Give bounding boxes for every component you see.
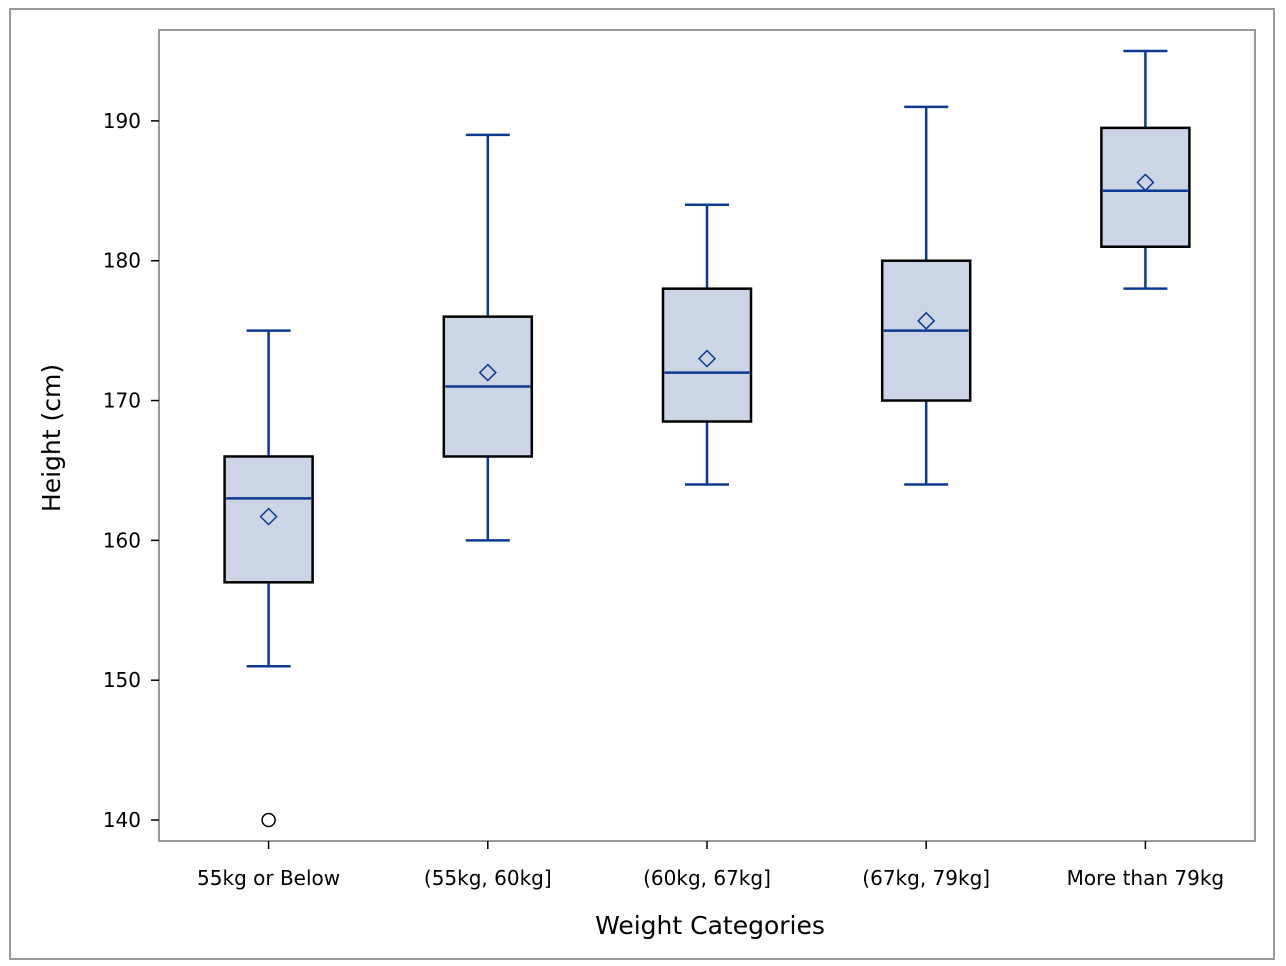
box-iqr	[223, 455, 314, 584]
outer-frame	[9, 8, 1275, 960]
y-tick-label: 160	[103, 528, 141, 552]
box-0	[223, 329, 314, 828]
y-tick-label: 140	[103, 808, 141, 832]
y-axis-title: Height (cm)	[37, 364, 66, 512]
mean-marker	[697, 349, 717, 368]
y-tick-label: 180	[103, 249, 141, 273]
x-tick-label: (55kg, 60kg]	[424, 866, 552, 890]
mean-marker	[478, 363, 497, 382]
x-tick-label: 55kg or Below	[197, 866, 340, 890]
x-axis-title: Weight Categories	[595, 911, 825, 940]
box-4	[1100, 49, 1191, 290]
mean-marker	[259, 507, 278, 526]
x-tick-label: More than 79kg	[1067, 866, 1224, 890]
box-iqr	[661, 287, 753, 423]
mean-marker	[1136, 173, 1155, 192]
box-2	[661, 203, 753, 486]
y-tick-label: 170	[103, 389, 141, 413]
mean-marker	[917, 311, 936, 330]
box-1	[442, 133, 534, 542]
x-tick-label: (67kg, 79kg]	[862, 866, 990, 890]
y-axis: 140 150 160 170 180 190	[103, 109, 159, 832]
box-iqr	[1100, 126, 1191, 248]
box-3	[880, 105, 972, 486]
y-tick-label: 150	[103, 668, 141, 692]
x-axis: 55kg or Below (55kg, 60kg] (60kg, 67kg] (67…	[197, 841, 1224, 890]
boxes-group	[223, 49, 1191, 828]
outlier-point	[261, 812, 276, 828]
x-tick-label: (60kg, 67kg]	[643, 866, 771, 890]
y-tick-label: 190	[103, 109, 141, 133]
